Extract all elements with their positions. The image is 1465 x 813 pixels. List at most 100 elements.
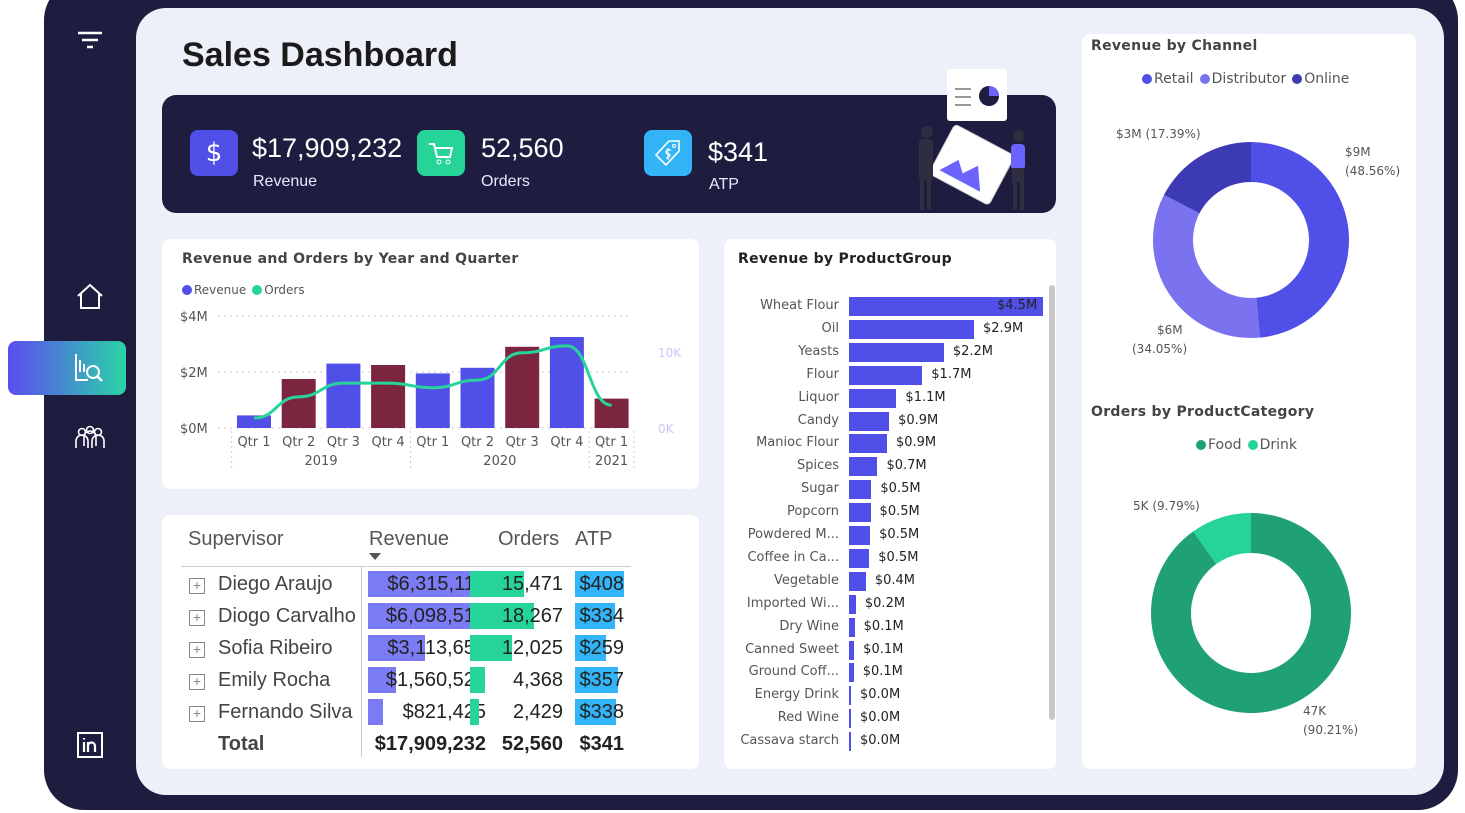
- nav-report-active[interactable]: [8, 341, 126, 395]
- product-bar[interactable]: [849, 319, 975, 339]
- orders-bar: [470, 699, 479, 725]
- total-atp: $341: [579, 733, 625, 755]
- revenue-bar: [371, 365, 406, 428]
- kpi-revenue-label: Revenue: [253, 173, 318, 190]
- product-bar[interactable]: [849, 686, 851, 706]
- expand-icon[interactable]: +: [189, 706, 205, 722]
- atp-bar: [575, 667, 618, 693]
- legend-orders[interactable]: Orders: [252, 283, 305, 297]
- product-value: $1.1M: [905, 389, 946, 405]
- expand-icon[interactable]: +: [189, 610, 205, 626]
- linkedin-icon: [77, 732, 103, 758]
- product-label: Energy Drink: [754, 687, 839, 703]
- product-bar[interactable]: [849, 548, 870, 568]
- nav-people[interactable]: [70, 418, 110, 458]
- y-tick-label: $0M: [180, 422, 208, 437]
- chart-title: Revenue and Orders by Year and Quarter: [182, 251, 519, 267]
- distributor-pct: (34.05%): [1132, 342, 1188, 356]
- x-tick-label: Qtr 3: [506, 435, 539, 450]
- kpi-atp-label: ATP: [709, 176, 739, 193]
- product-value: $0.0M: [860, 733, 901, 749]
- column-header-orders[interactable]: Orders: [498, 528, 560, 550]
- legend-retail[interactable]: Retail: [1142, 71, 1194, 87]
- product-value: $0.1M: [863, 641, 904, 657]
- expand-icon[interactable]: +: [189, 674, 205, 690]
- product-bar[interactable]: [849, 526, 871, 545]
- linkedin-button[interactable]: [70, 725, 110, 765]
- product-bar[interactable]: [849, 365, 923, 385]
- column-header-supervisor[interactable]: Supervisor: [188, 528, 284, 550]
- x-tick-label: Qtr 1: [416, 435, 449, 450]
- product-label: Cassava starch: [740, 733, 839, 749]
- product-value: $0.1M: [862, 664, 903, 680]
- product-bar[interactable]: [849, 571, 866, 591]
- expand-icon[interactable]: +: [189, 578, 205, 594]
- revenue-bar: [415, 373, 450, 428]
- legend-online[interactable]: Online: [1292, 71, 1349, 87]
- product-bar[interactable]: [849, 480, 872, 500]
- drink-label: 5K (9.79%): [1133, 499, 1200, 513]
- product-bar[interactable]: [849, 297, 1043, 316]
- scrollbar[interactable]: [1049, 285, 1055, 720]
- product-bar[interactable]: [849, 342, 944, 362]
- product-label: Vegetable: [773, 572, 839, 588]
- orders-value: 15,471: [501, 573, 563, 595]
- revenue-bar: [505, 346, 540, 428]
- product-bar[interactable]: [849, 503, 871, 523]
- column-header-atp[interactable]: ATP: [575, 528, 613, 550]
- product-value: $0.5M: [880, 481, 921, 497]
- product-value: $0.5M: [879, 504, 920, 520]
- expand-icon[interactable]: +: [189, 642, 205, 658]
- food-pct: (90.21%): [1303, 723, 1359, 737]
- y-tick-label: $4M: [180, 310, 208, 325]
- category-title: Orders by ProductCategory: [1091, 404, 1315, 420]
- channel-donut: [1153, 142, 1349, 338]
- legend-distributor[interactable]: Distributor: [1199, 71, 1286, 87]
- sort-desc-icon[interactable]: [369, 553, 381, 560]
- product-bar[interactable]: [849, 594, 856, 614]
- product-bar[interactable]: [849, 434, 887, 454]
- product-value: $0.4M: [874, 572, 915, 588]
- supervisor-name: Fernando Silva: [218, 701, 353, 723]
- orders-bar: [470, 603, 534, 629]
- nav-home[interactable]: [70, 276, 110, 316]
- legend-drink[interactable]: Drink: [1247, 437, 1297, 453]
- product-bar[interactable]: [849, 709, 851, 729]
- product-value: $0.5M: [878, 549, 919, 565]
- revenue-orders-chart-card: [162, 239, 699, 489]
- year-label: 2021: [595, 454, 628, 469]
- product-bar[interactable]: [849, 617, 855, 637]
- online-label: $3M (17.39%): [1116, 127, 1201, 141]
- column-header-revenue[interactable]: Revenue: [369, 528, 450, 550]
- atp-bar: [575, 603, 616, 629]
- page-title: Sales Dashboard: [182, 36, 458, 74]
- revenue-value: $1,560,528: [385, 669, 486, 691]
- y-tick-label: $2M: [180, 366, 208, 381]
- legend-food[interactable]: Food: [1196, 437, 1242, 453]
- supervisor-name: Diogo Carvalho: [218, 605, 356, 627]
- product-bar[interactable]: [849, 388, 897, 408]
- product-label: Yeasts: [798, 343, 839, 359]
- product-label: Ground Coff...: [748, 664, 839, 680]
- combo-chart: $0M $2M $4M 0K 10K Qtr 1 Qtr 2 Qtr 3 Qtr 4 Qtr 1 Q…: [180, 310, 682, 471]
- revenue-bar: [326, 363, 361, 428]
- filter-button[interactable]: [70, 20, 110, 60]
- price-tag-icon: [644, 130, 692, 176]
- product-bar[interactable]: [849, 457, 878, 477]
- supervisor-name: Diego Araujo: [218, 573, 333, 595]
- orders-value: 18,267: [501, 605, 563, 627]
- product-bar[interactable]: [849, 411, 890, 431]
- product-bar[interactable]: [849, 732, 851, 752]
- product-bar[interactable]: [849, 640, 855, 660]
- atp-value: $357: [579, 669, 625, 691]
- atp-bar: [575, 635, 607, 661]
- revenue-bar: [368, 667, 397, 693]
- product-value: $0.9M: [898, 412, 939, 428]
- retail-label: $9M: [1345, 145, 1371, 159]
- product-bar[interactable]: [849, 663, 854, 683]
- revenue-bar: [368, 699, 383, 725]
- kpi-orders-label: Orders: [481, 173, 530, 190]
- year-label: 2020: [483, 454, 516, 469]
- legend-revenue[interactable]: Revenue: [182, 283, 246, 297]
- column-divider: [361, 567, 362, 757]
